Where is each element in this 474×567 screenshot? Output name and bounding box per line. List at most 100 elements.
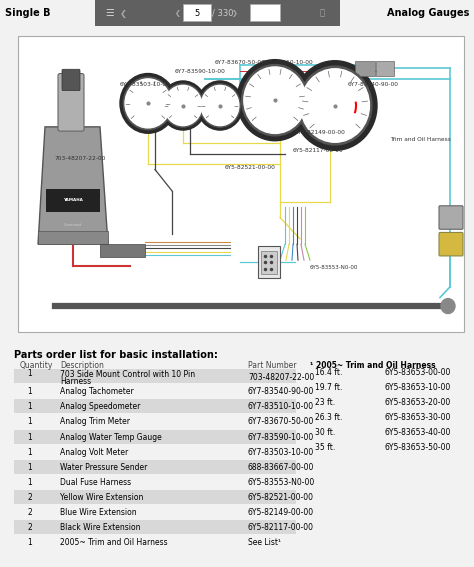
Bar [355, 61, 375, 75]
Text: 6Y7-83590-10-00: 6Y7-83590-10-00 [248, 433, 314, 442]
Text: 2005~ Trim and Oil Harness: 2005~ Trim and Oil Harness [60, 538, 168, 547]
FancyBboxPatch shape [18, 36, 464, 332]
Text: 1: 1 [27, 433, 32, 442]
Text: Single B: Single B [5, 9, 51, 18]
Text: 6Y5-82149-00-00: 6Y5-82149-00-00 [248, 508, 314, 517]
Circle shape [244, 67, 306, 133]
Text: 35 ft.: 35 ft. [315, 443, 335, 452]
Text: 6Y5-82149-00-00: 6Y5-82149-00-00 [295, 130, 346, 135]
Text: 1: 1 [27, 463, 32, 472]
Text: YAMAHA: YAMAHA [63, 198, 83, 202]
Text: 703 Side Mount Control with 10 Pin: 703 Side Mount Control with 10 Pin [60, 370, 195, 379]
Text: / 330: / 330 [212, 9, 234, 18]
Text: See List¹: See List¹ [248, 538, 281, 547]
Text: 26.3 ft.: 26.3 ft. [315, 413, 342, 422]
Text: 1: 1 [27, 403, 32, 412]
Text: 6Y5-83653-20-00: 6Y5-83653-20-00 [385, 398, 451, 407]
Bar [38, 231, 108, 244]
Text: ☰: ☰ [105, 9, 114, 18]
Text: 6Y5-83553-N0-00: 6Y5-83553-N0-00 [310, 265, 358, 270]
Text: 703-48207-22-00: 703-48207-22-00 [248, 373, 314, 382]
Text: Description: Description [60, 361, 104, 370]
Text: 1: 1 [27, 447, 32, 456]
Bar [46, 189, 100, 212]
Circle shape [120, 74, 176, 133]
Text: 6Y5-83653-30-00: 6Y5-83653-30-00 [385, 413, 451, 422]
Text: 2: 2 [27, 508, 32, 517]
Text: 703-48207-22-00: 703-48207-22-00 [55, 156, 106, 162]
Text: Harness: Harness [60, 377, 91, 386]
Text: Yellow Wire Extension: Yellow Wire Extension [60, 493, 143, 502]
Bar [95, 0, 340, 26]
Text: Analog Speedometer: Analog Speedometer [60, 403, 140, 412]
FancyBboxPatch shape [439, 232, 463, 256]
Text: 6Y7-83503-10-00: 6Y7-83503-10-00 [248, 447, 314, 456]
Text: 5: 5 [194, 9, 200, 18]
Bar [14, 490, 296, 503]
Text: 6Y5-82521-00-00: 6Y5-82521-00-00 [248, 493, 314, 502]
Circle shape [242, 65, 309, 136]
Text: 6Y5-82117-00-00: 6Y5-82117-00-00 [248, 523, 314, 532]
Bar [14, 430, 296, 443]
Text: 1: 1 [27, 417, 32, 426]
Text: Analog Trim Meter: Analog Trim Meter [60, 417, 130, 426]
Text: 6Y7-83670-50-00: 6Y7-83670-50-00 [248, 417, 314, 426]
Text: 1: 1 [27, 538, 32, 547]
Text: 6Y7-83510-10-00: 6Y7-83510-10-00 [263, 60, 314, 65]
Text: Trim and Oil Harness: Trim and Oil Harness [390, 137, 451, 142]
Text: ¹ 2005~ Trim and Oil Harness: ¹ 2005~ Trim and Oil Harness [310, 361, 436, 370]
Bar [14, 520, 296, 534]
Text: 6Y7-83670-50-00: 6Y7-83670-50-00 [215, 60, 266, 65]
Text: 6Y5-82117-00-00: 6Y5-82117-00-00 [293, 148, 344, 153]
Circle shape [293, 61, 377, 150]
Text: 2: 2 [27, 523, 32, 532]
Bar [100, 244, 145, 257]
Text: 1: 1 [27, 369, 32, 378]
Text: ❮: ❮ [175, 10, 181, 17]
Text: Water Pressure Sender: Water Pressure Sender [60, 463, 147, 472]
Bar [340, 0, 474, 26]
Text: 6Y5-83553-N0-00: 6Y5-83553-N0-00 [248, 478, 315, 486]
Text: 23 ft.: 23 ft. [315, 398, 335, 407]
Circle shape [164, 86, 202, 126]
Text: 6Y5-83653-10-00: 6Y5-83653-10-00 [385, 383, 451, 392]
Text: 30 ft.: 30 ft. [315, 428, 335, 437]
Circle shape [163, 84, 203, 127]
Text: Quantity: Quantity [20, 361, 54, 370]
Text: Analog Gauges: Analog Gauges [387, 9, 469, 18]
Text: Part Number: Part Number [248, 361, 297, 370]
Bar [0, 0, 95, 26]
Text: Black Wire Extension: Black Wire Extension [60, 523, 140, 532]
Text: Analog Water Temp Gauge: Analog Water Temp Gauge [60, 433, 162, 442]
Bar [14, 369, 296, 383]
Text: 6Y7-83540-90-00: 6Y7-83540-90-00 [348, 82, 399, 87]
Text: 1: 1 [27, 478, 32, 486]
Text: 6Y7-83540-90-00: 6Y7-83540-90-00 [248, 387, 314, 396]
Circle shape [125, 79, 171, 128]
Circle shape [160, 81, 206, 130]
Text: Analog Tachometer: Analog Tachometer [60, 387, 134, 396]
Bar [14, 399, 296, 413]
Circle shape [441, 299, 455, 314]
Text: 688-83667-00-00: 688-83667-00-00 [248, 463, 314, 472]
Circle shape [237, 60, 313, 141]
Bar [258, 246, 280, 278]
Bar [14, 460, 296, 473]
Text: 6Y7-83503-10-00: 6Y7-83503-10-00 [120, 82, 171, 87]
Text: ❮: ❮ [120, 9, 127, 18]
Text: 19.7 ft.: 19.7 ft. [315, 383, 342, 392]
FancyBboxPatch shape [62, 69, 80, 91]
Text: Analog Volt Meter: Analog Volt Meter [60, 447, 128, 456]
Text: 16.4 ft.: 16.4 ft. [315, 368, 342, 377]
Text: ❯: ❯ [232, 10, 238, 17]
Text: 2: 2 [27, 493, 32, 502]
Circle shape [123, 77, 173, 130]
Polygon shape [38, 127, 108, 244]
FancyBboxPatch shape [439, 206, 463, 229]
Text: 6Y7-83590-10-00: 6Y7-83590-10-00 [175, 69, 226, 74]
FancyBboxPatch shape [58, 74, 84, 131]
Bar [261, 251, 277, 274]
Text: 6Y5-83653-40-00: 6Y5-83653-40-00 [385, 428, 451, 437]
Text: 6Y5-83653-50-00: 6Y5-83653-50-00 [385, 443, 451, 452]
Text: 6Y5-83653-00-00: 6Y5-83653-00-00 [385, 368, 451, 377]
